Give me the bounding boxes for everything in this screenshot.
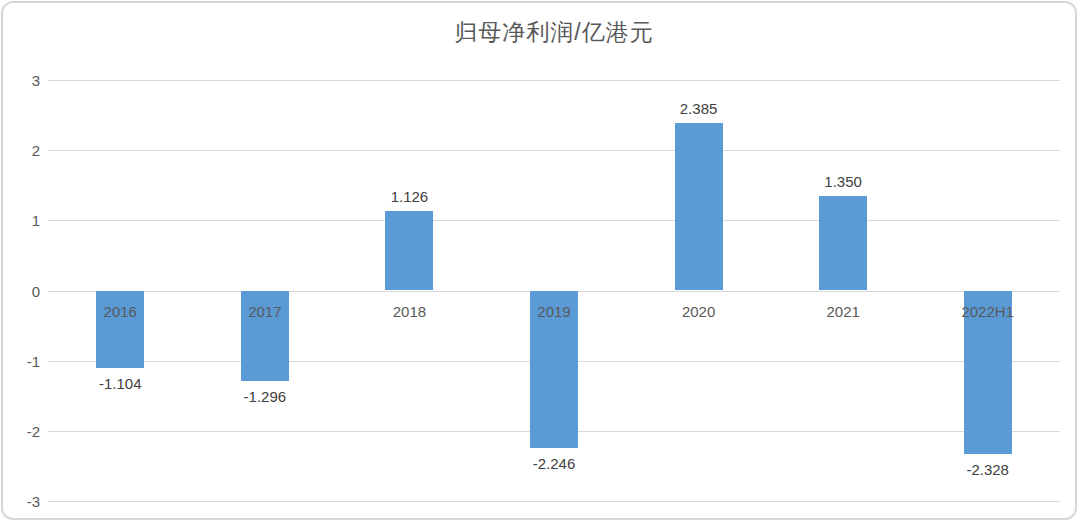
chart-container: 归母净利润/亿港元 3 2 1 0 -1 -2 -3 2016 -1.104 2017 -1.29…	[1, 1, 1077, 520]
bar-value-label: -2.246	[484, 455, 624, 472]
y-tick-label: -2	[27, 422, 40, 439]
bar-value-label: 2.385	[629, 100, 769, 117]
bar-2020	[675, 123, 723, 290]
plot-area: 2016 -1.104 2017 -1.296 2018 1.126 2019 -2.246 2…	[48, 80, 1060, 501]
y-tick-label: 1	[32, 212, 40, 229]
y-axis: 3210-1-2-3	[3, 80, 40, 501]
gridline	[48, 150, 1060, 151]
bar-category-label: 2022H1	[918, 303, 1058, 320]
bar-2021	[819, 196, 867, 291]
bar-category-label: 2021	[773, 303, 913, 320]
gridline	[48, 80, 1060, 81]
bar-value-label: 1.350	[773, 173, 913, 190]
bar-category-label: 2019	[484, 303, 624, 320]
bar-value-label: -1.296	[195, 388, 335, 405]
y-tick-label: -1	[27, 352, 40, 369]
gridline	[48, 501, 1060, 502]
y-tick-label: -3	[27, 493, 40, 510]
bar-category-label: 2020	[629, 303, 769, 320]
bar-category-label: 2016	[50, 303, 190, 320]
bar-2018	[385, 211, 433, 290]
chart-title: 归母净利润/亿港元	[48, 17, 1060, 48]
bar-category-label: 2017	[195, 303, 335, 320]
bar-category-label: 2018	[339, 303, 479, 320]
y-tick-label: 2	[32, 142, 40, 159]
y-tick-label: 0	[32, 282, 40, 299]
gridline	[48, 220, 1060, 221]
bar-value-label: 1.126	[339, 188, 479, 205]
bar-value-label: -2.328	[918, 461, 1058, 478]
bar-value-label: -1.104	[50, 375, 190, 392]
y-tick-label: 3	[32, 72, 40, 89]
